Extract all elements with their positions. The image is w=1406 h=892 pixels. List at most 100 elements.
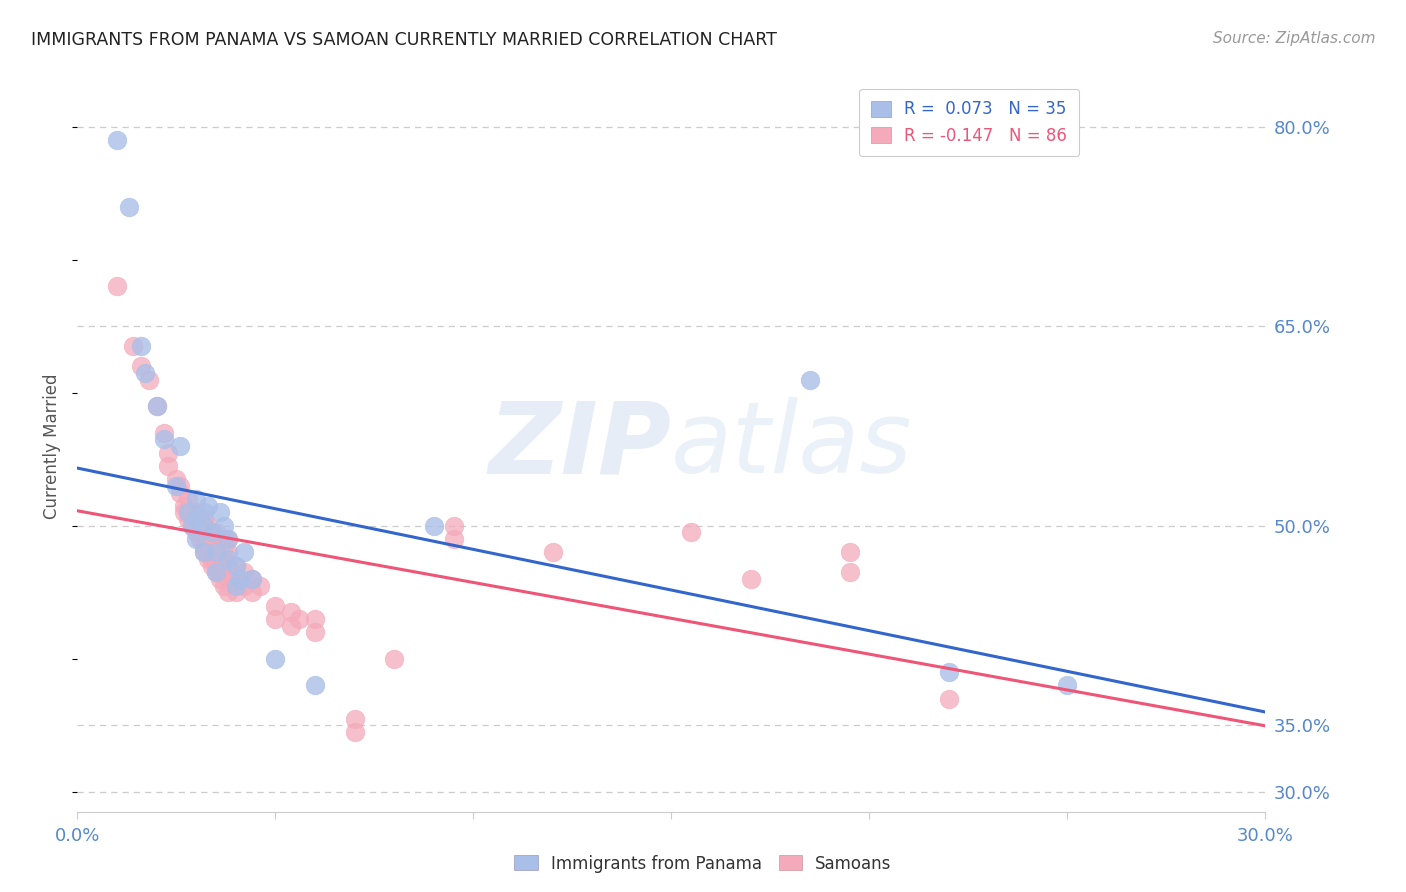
Point (153, 433, 176, 447)
Point (225, 558, 247, 573)
Point (288, 612, 311, 626)
Point (177, 512, 200, 526)
Point (169, 485, 191, 500)
Point (212, 579, 235, 593)
Point (443, 518, 465, 533)
Point (165, 472, 187, 486)
Point (382, 652, 405, 666)
Point (186, 525, 208, 540)
Point (165, 479, 187, 493)
Point (193, 512, 215, 526)
Point (201, 545, 224, 559)
Point (177, 506, 200, 520)
Point (304, 678, 326, 692)
Point (193, 545, 215, 559)
Point (208, 572, 231, 586)
Point (186, 532, 208, 546)
Point (173, 506, 195, 520)
Point (193, 545, 215, 559)
Point (197, 545, 219, 559)
Point (105, 279, 128, 293)
Point (201, 525, 224, 540)
Point (212, 566, 235, 580)
Point (193, 506, 215, 520)
Point (193, 518, 215, 533)
Point (304, 612, 326, 626)
Point (197, 525, 219, 540)
Legend: R =  0.073   N = 35, R = -0.147   N = 86: R = 0.073 N = 35, R = -0.147 N = 86 (859, 88, 1078, 156)
Point (208, 545, 231, 559)
Point (228, 572, 250, 586)
Point (217, 572, 239, 586)
Point (205, 545, 228, 559)
Point (343, 712, 366, 726)
Point (205, 545, 228, 559)
Point (201, 532, 224, 546)
Point (541, 545, 564, 559)
Point (838, 566, 860, 580)
Point (197, 539, 219, 553)
Point (118, 200, 141, 214)
Point (181, 512, 204, 526)
Point (201, 525, 224, 540)
Point (193, 525, 215, 540)
Point (173, 499, 195, 513)
Point (121, 339, 143, 353)
Point (280, 605, 302, 619)
Point (1056, 678, 1078, 692)
Point (129, 359, 152, 374)
Point (938, 665, 960, 679)
Point (208, 558, 231, 573)
Point (197, 499, 219, 513)
Point (205, 532, 228, 546)
Point (838, 545, 860, 559)
Point (681, 525, 703, 540)
Point (249, 579, 271, 593)
Point (212, 518, 235, 533)
Point (217, 532, 239, 546)
Point (212, 552, 235, 566)
Point (240, 572, 263, 586)
Point (938, 691, 960, 706)
Point (264, 599, 287, 613)
Point (212, 532, 235, 546)
Point (201, 552, 224, 566)
Point (208, 506, 231, 520)
Text: ZIP: ZIP (488, 398, 672, 494)
Point (205, 566, 228, 580)
Point (212, 539, 235, 553)
Point (181, 518, 204, 533)
Point (201, 539, 224, 553)
Point (225, 558, 247, 573)
Point (799, 372, 821, 386)
Point (343, 725, 366, 739)
Point (188, 525, 211, 540)
Point (186, 506, 208, 520)
Point (186, 518, 208, 533)
Point (197, 552, 219, 566)
Point (134, 366, 156, 380)
Point (186, 512, 208, 526)
Point (177, 492, 200, 507)
Point (193, 518, 215, 533)
Point (197, 532, 219, 546)
Point (105, 133, 128, 147)
Point (264, 612, 287, 626)
Point (153, 425, 176, 440)
Point (145, 399, 167, 413)
Point (169, 439, 191, 453)
Point (138, 372, 160, 386)
Point (205, 525, 228, 540)
Y-axis label: Currently Married: Currently Married (44, 373, 62, 519)
Point (208, 532, 231, 546)
Point (217, 532, 239, 546)
Point (193, 532, 215, 546)
Point (225, 585, 247, 599)
Point (217, 545, 239, 559)
Point (188, 512, 211, 526)
Point (232, 545, 254, 559)
Text: Source: ZipAtlas.com: Source: ZipAtlas.com (1212, 31, 1375, 46)
Point (186, 492, 208, 507)
Point (217, 558, 239, 573)
Text: atlas: atlas (672, 398, 912, 494)
